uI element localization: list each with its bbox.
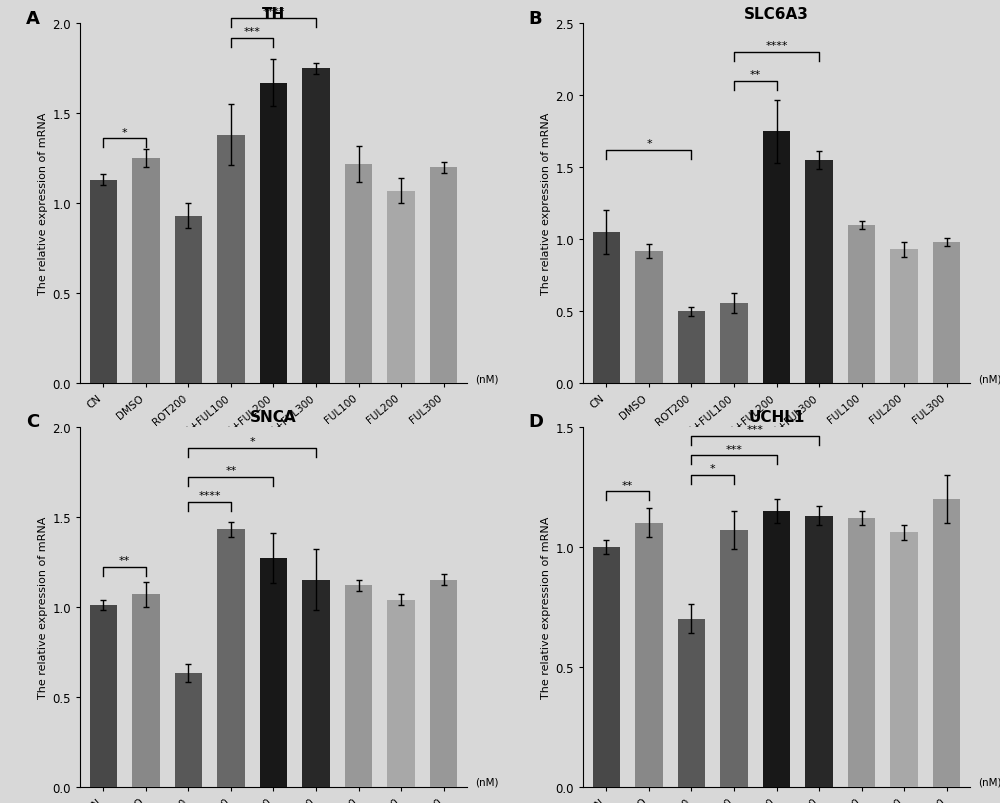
Bar <box>678 312 705 384</box>
Text: (nM): (nM) <box>475 374 498 384</box>
Y-axis label: The relative expression of mRNA: The relative expression of mRNA <box>38 516 48 698</box>
Bar <box>175 674 202 787</box>
Bar <box>890 532 918 787</box>
Text: (nM): (nM) <box>978 374 1000 384</box>
Bar <box>302 69 330 384</box>
Bar <box>890 250 918 384</box>
Text: ***: *** <box>244 26 261 37</box>
Text: **: ** <box>225 466 237 475</box>
Bar <box>175 217 202 384</box>
Bar <box>132 594 160 787</box>
Text: ***: *** <box>726 444 742 454</box>
Text: *: * <box>249 437 255 447</box>
Bar <box>763 511 790 787</box>
Bar <box>848 226 875 384</box>
Bar <box>678 619 705 787</box>
Text: ***: *** <box>747 425 764 435</box>
Text: ****: **** <box>262 7 285 17</box>
Bar <box>430 580 457 787</box>
Bar <box>933 243 960 384</box>
Bar <box>90 181 117 384</box>
Bar <box>345 165 372 384</box>
Text: B: B <box>529 10 542 27</box>
Text: ****: **** <box>765 41 788 51</box>
Bar <box>132 159 160 384</box>
Text: (nM): (nM) <box>978 777 1000 787</box>
Bar <box>387 191 415 384</box>
Bar <box>805 516 833 787</box>
Bar <box>302 580 330 787</box>
Bar <box>90 605 117 787</box>
Text: A: A <box>26 10 40 27</box>
Bar <box>635 251 663 384</box>
Text: (nM): (nM) <box>475 777 498 787</box>
Bar <box>217 136 245 384</box>
Text: *: * <box>122 128 127 137</box>
Bar <box>720 304 748 384</box>
Bar <box>345 585 372 787</box>
Y-axis label: The relative expression of mRNA: The relative expression of mRNA <box>38 113 48 295</box>
Bar <box>430 168 457 384</box>
Title: UCHL1: UCHL1 <box>748 410 805 425</box>
Bar <box>848 518 875 787</box>
Bar <box>933 499 960 787</box>
Bar <box>720 530 748 787</box>
Bar <box>805 161 833 384</box>
Bar <box>217 530 245 787</box>
Bar <box>593 547 620 787</box>
Title: TH: TH <box>262 6 285 22</box>
Y-axis label: The relative expression of mRNA: The relative expression of mRNA <box>541 113 551 295</box>
Text: **: ** <box>119 556 130 565</box>
Bar <box>260 84 287 384</box>
Text: *: * <box>646 139 652 149</box>
Text: C: C <box>26 413 39 430</box>
Text: D: D <box>529 413 544 430</box>
Bar <box>635 523 663 787</box>
Text: ****: **** <box>198 491 221 501</box>
Text: *: * <box>710 463 716 473</box>
Bar <box>387 600 415 787</box>
Text: **: ** <box>622 480 633 490</box>
Y-axis label: The relative expression of mRNA: The relative expression of mRNA <box>541 516 551 698</box>
Bar <box>763 132 790 384</box>
Title: SLC6A3: SLC6A3 <box>744 6 809 22</box>
Bar <box>260 558 287 787</box>
Bar <box>593 233 620 384</box>
Text: **: ** <box>750 70 761 79</box>
Title: SNCA: SNCA <box>250 410 297 425</box>
